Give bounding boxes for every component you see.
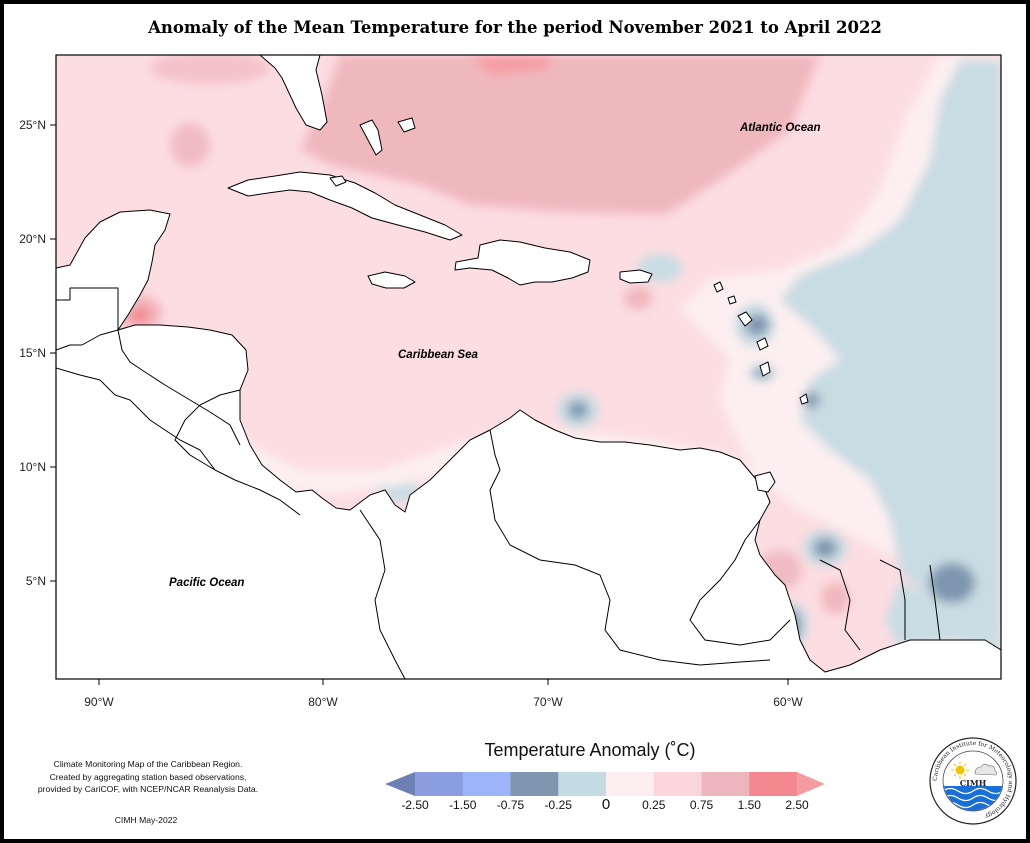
- legend-swatch-4: [558, 772, 607, 796]
- credit-line-1: Climate Monitoring Map of the Caribbean …: [53, 759, 243, 769]
- map-credits: Climate Monitoring Map of the Caribbean …: [22, 758, 274, 796]
- legend-swatches: [385, 772, 825, 796]
- legend-swatch-9: [797, 772, 825, 796]
- legend-tick-label: 0.25: [642, 798, 666, 812]
- legend-swatch-8: [749, 772, 798, 796]
- lat-label-15n: 15°N: [19, 346, 46, 360]
- legend-swatch-6: [653, 772, 702, 796]
- legend-swatch-7: [701, 772, 750, 796]
- cloud-icon: [974, 763, 998, 776]
- legend-tick-label: -0.75: [497, 798, 525, 812]
- legend-tick-label: -0.25: [545, 798, 573, 812]
- legend-tick-label: 2.50: [785, 798, 809, 812]
- legend-title: Temperature Anomaly (˚C): [484, 740, 696, 760]
- lat-label-25n: 25°N: [19, 118, 46, 132]
- map-title: Anomaly of the Mean Temperature for the …: [148, 18, 882, 37]
- credit-date: CIMH May-2022: [114, 815, 178, 825]
- lat-label-10n: 10°N: [19, 460, 46, 474]
- longitude-ticks: [98, 679, 789, 685]
- legend-swatch-2: [462, 772, 511, 796]
- land-masses: [56, 55, 1001, 679]
- legend-tick-labels: -2.50 -1.50 -0.75 -0.25 0 0.25 0.75 1.50 2.50: [401, 796, 809, 813]
- legend-tick-label: 0: [602, 796, 610, 813]
- label-caribbean-sea: Caribbean Sea: [398, 349, 478, 361]
- legend-tick-label: -1.50: [449, 798, 477, 812]
- legend-swatch-5: [606, 772, 655, 796]
- legend-swatch-1: [415, 772, 464, 796]
- lon-label-80w: 80°W: [308, 695, 338, 709]
- label-pacific-ocean: Pacific Ocean: [169, 577, 244, 589]
- credit-line-3: provided by CariCOF, with NCEP/NCAR Rean…: [37, 784, 259, 794]
- legend-swatch-3: [510, 772, 559, 796]
- logo-text: CIMH: [960, 778, 987, 788]
- map-border: [55, 54, 1002, 680]
- lon-label-90w: 90°W: [84, 695, 114, 709]
- cimh-logo: Caribbean Institute for Meteorology and …: [928, 736, 1018, 826]
- label-atlantic-ocean: Atlantic Ocean: [739, 122, 821, 134]
- legend-tick-label: 1.50: [738, 798, 762, 812]
- sun-icon: [951, 761, 969, 779]
- legend-tick-label: 0.75: [690, 798, 714, 812]
- legend-swatch-0: [385, 772, 415, 796]
- lon-label-60w: 60°W: [773, 695, 803, 709]
- lon-label-70w: 70°W: [533, 695, 563, 709]
- legend-tick-label: -2.50: [401, 798, 429, 812]
- anomaly-field: [56, 55, 1001, 679]
- latitude-ticks: [50, 124, 56, 582]
- lat-label-5n: 5°N: [26, 574, 46, 588]
- country-borders: [56, 268, 941, 679]
- lat-label-20n: 20°N: [19, 232, 46, 246]
- credit-line-2: Created by aggregating station based obs…: [49, 771, 247, 782]
